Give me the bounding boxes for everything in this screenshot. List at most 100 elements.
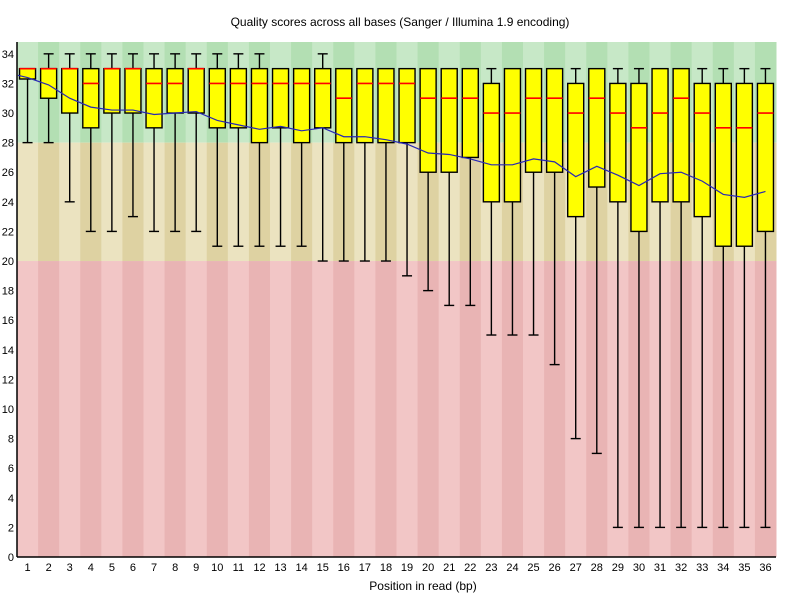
x-tick-label: 1	[24, 562, 30, 574]
mean-quality-line	[17, 74, 766, 198]
iqr-box	[503, 67, 522, 203]
x-tick-label: 26	[549, 562, 561, 574]
boxplot-position-32	[672, 67, 690, 529]
x-tick-label: 3	[67, 562, 73, 574]
boxplot-position-19	[398, 67, 416, 277]
boxplot-position-7	[145, 53, 163, 233]
x-tick-label: 4	[88, 562, 94, 574]
x-tick-label: 18	[380, 562, 392, 574]
x-tick-label: 15	[317, 562, 329, 574]
y-tick-label: 6	[8, 463, 14, 475]
x-tick-label: 20	[422, 562, 434, 574]
y-tick-label: 18	[2, 286, 14, 298]
iqr-box	[208, 67, 226, 129]
x-tick-label: 33	[696, 562, 708, 574]
boxplot-position-22	[461, 67, 479, 307]
axes	[16, 42, 776, 558]
iqr-box	[756, 82, 775, 233]
iqr-box	[124, 67, 142, 114]
boxplot-position-4	[82, 53, 100, 233]
x-tick-label: 22	[464, 562, 476, 574]
x-tick-label: 36	[759, 562, 771, 574]
iqr-box	[145, 67, 163, 129]
iqr-box	[314, 67, 332, 129]
boxplot-position-26	[545, 67, 564, 366]
boxplot-position-1	[18, 67, 37, 144]
iqr-box	[61, 67, 79, 114]
boxplot-position-17	[356, 67, 374, 262]
iqr-box	[335, 67, 353, 144]
iqr-box	[482, 82, 501, 203]
boxplot-position-9	[187, 53, 205, 233]
iqr-box	[229, 67, 248, 129]
boxplot-position-8	[166, 53, 184, 233]
y-tick-label: 0	[8, 552, 14, 564]
x-tick-label: 29	[612, 562, 624, 574]
x-axis-tick-labels: 1 2 3 4 5 6 7 8 9 10 11 12 13 14 15 16 17 18 19 20 21 22 23 24 2…	[24, 562, 771, 574]
x-tick-label: 23	[485, 562, 497, 574]
x-tick-label: 14	[296, 562, 308, 574]
iqr-box	[461, 67, 479, 159]
x-tick-label: 19	[401, 562, 413, 574]
boxplot-position-16	[335, 67, 353, 262]
x-axis-title: Position in read (bp)	[369, 579, 477, 593]
x-tick-label: 7	[151, 562, 157, 574]
x-tick-label: 31	[654, 562, 666, 574]
iqr-box	[714, 82, 732, 247]
boxplot-position-5	[103, 53, 121, 233]
iqr-box	[630, 82, 648, 233]
x-tick-label: 35	[738, 562, 750, 574]
x-tick-label: 13	[274, 562, 286, 574]
iqr-box	[356, 67, 374, 144]
iqr-box	[292, 67, 311, 144]
iqr-box	[103, 67, 121, 114]
x-tick-label: 27	[570, 562, 582, 574]
y-tick-label: 14	[2, 345, 14, 357]
iqr-box	[524, 67, 543, 173]
iqr-box	[651, 67, 669, 203]
boxplot-position-31	[651, 67, 669, 529]
y-tick-label: 34	[2, 49, 14, 61]
x-tick-label: 12	[253, 562, 265, 574]
x-tick-label: 21	[443, 562, 455, 574]
chart-title: Quality scores across all bases (Sanger …	[230, 15, 570, 29]
boxplot-position-12	[250, 53, 269, 247]
x-tick-label: 10	[211, 562, 223, 574]
y-tick-label: 16	[2, 315, 14, 327]
boxplot-position-25	[524, 67, 543, 336]
iqr-box	[567, 82, 585, 218]
boxplot-position-27	[567, 67, 585, 440]
iqr-box	[545, 67, 564, 173]
iqr-box	[398, 67, 416, 144]
iqr-box	[187, 67, 205, 114]
boxplot-position-29	[609, 67, 627, 529]
y-tick-label: 30	[2, 108, 14, 120]
iqr-box	[735, 82, 754, 247]
boxplot-position-36	[756, 67, 775, 529]
iqr-box	[693, 82, 711, 218]
boxplot-position-11	[229, 53, 248, 247]
y-tick-label: 10	[2, 404, 14, 416]
iqr-box	[271, 67, 290, 129]
boxplot-position-34	[714, 67, 732, 529]
boxplot-position-21	[440, 67, 458, 307]
x-tick-label: 2	[46, 562, 52, 574]
y-tick-label: 4	[8, 493, 14, 505]
boxplot-position-13	[271, 67, 290, 247]
boxplot-position-30	[630, 67, 648, 529]
boxplot-position-20	[419, 67, 437, 292]
x-tick-label: 6	[130, 562, 136, 574]
iqr-box	[419, 67, 437, 173]
boxplot-position-23	[482, 67, 501, 336]
iqr-box	[609, 82, 627, 203]
boxplot-position-6	[124, 53, 142, 218]
boxplot-position-24	[503, 67, 522, 336]
x-tick-label: 11	[233, 562, 244, 574]
x-tick-label: 8	[172, 562, 178, 574]
x-tick-label: 24	[506, 562, 518, 574]
y-tick-label: 26	[2, 167, 14, 179]
boxplot-series	[18, 53, 775, 529]
y-tick-label: 20	[2, 256, 14, 268]
